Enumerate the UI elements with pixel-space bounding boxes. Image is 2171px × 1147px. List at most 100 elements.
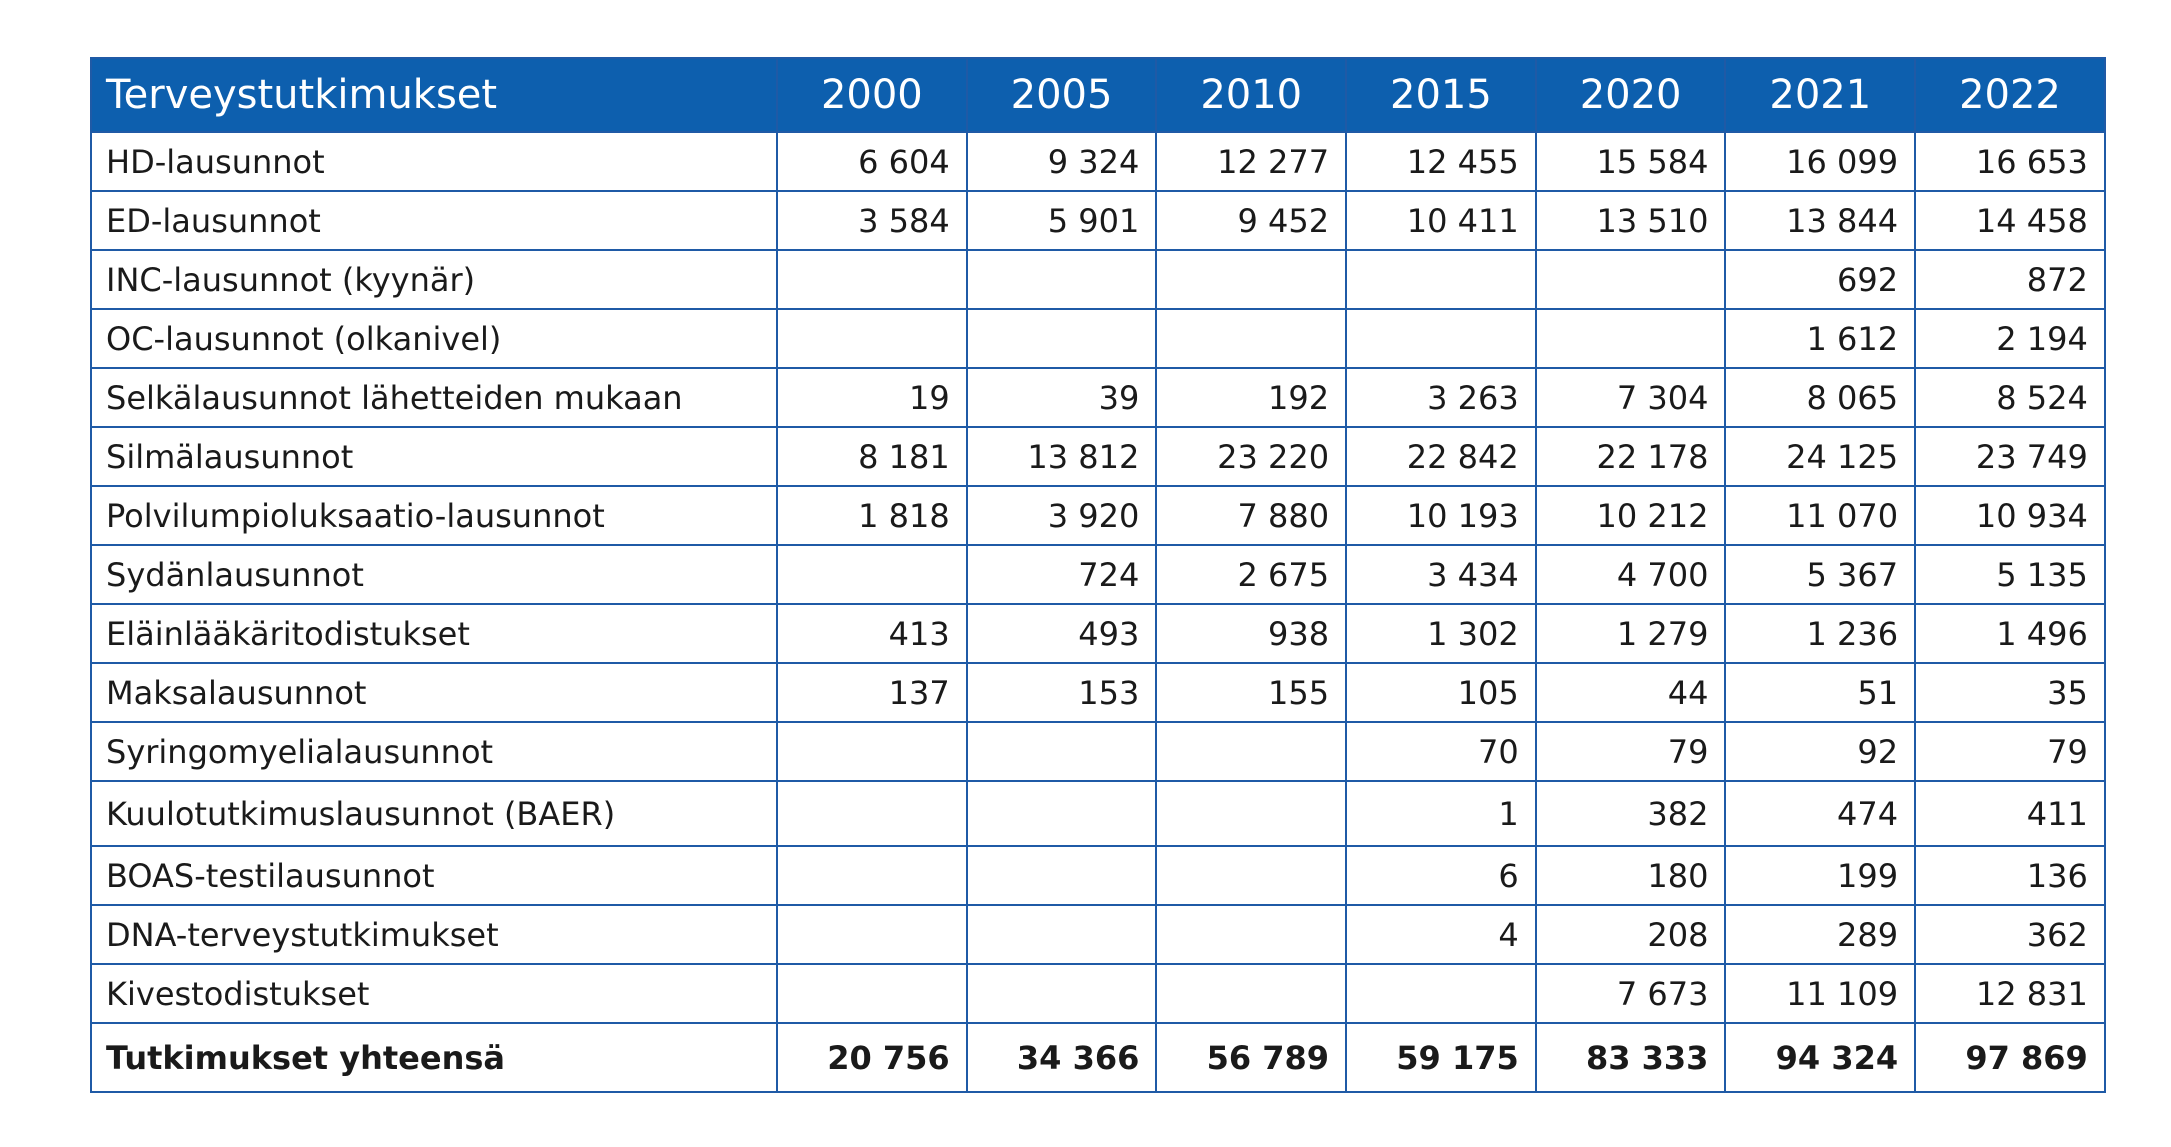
header-year-2000: 2000 [776,57,968,133]
cell-value: 13 844 [1724,190,1917,251]
cell-value: 4 700 [1534,544,1727,605]
cell-value: 724 [965,544,1158,605]
cell-value: 289 [1724,904,1917,965]
cell-value: 15 584 [1534,131,1727,192]
cell-value: 3 434 [1345,544,1537,605]
cell-value: 12 277 [1155,131,1348,192]
cell-value [1155,780,1348,847]
cell-value: 2 194 [1914,308,2106,369]
health-studies-table-container: Terveystutkimukset 2000 2005 2010 2015 2… [90,57,2106,1093]
health-studies-table: Terveystutkimukset 2000 2005 2010 2015 2… [90,57,2106,1093]
cell-value: 70 [1345,721,1537,782]
row-label: BOAS-testilausunnot [90,845,778,906]
cell-value: 105 [1345,662,1537,723]
cell-value: 199 [1724,845,1917,906]
cell-value: 7 880 [1155,485,1348,546]
table-row: HD-lausunnot 6 604 9 324 12 277 12 455 1… [90,131,2106,192]
row-label: Sydänlausunnot [90,544,778,605]
cell-value: 12 455 [1345,131,1537,192]
cell-value: 9 452 [1155,190,1348,251]
cell-value [776,308,968,369]
cell-value: 3 584 [776,190,968,251]
header-year-2010: 2010 [1155,57,1348,133]
cell-value: 7 304 [1534,367,1727,428]
table-row: DNA-terveystutkimukset 4 208 289 362 [90,904,2106,965]
table-row: Maksalausunnot 137 153 155 105 44 51 35 [90,662,2106,723]
cell-value: 12 831 [1914,963,2106,1024]
table-row: Silmälausunnot 8 181 13 812 23 220 22 84… [90,426,2106,487]
cell-value [1155,721,1348,782]
total-row: Tutkimukset yhteensä 20 756 34 366 56 78… [90,1022,2106,1093]
cell-value: 411 [1914,780,2106,847]
cell-value: 4 [1345,904,1537,965]
cell-value: 872 [1914,249,2106,310]
cell-value: 22 178 [1534,426,1727,487]
table-body: HD-lausunnot 6 604 9 324 12 277 12 455 1… [90,131,2106,1093]
cell-value [1345,308,1537,369]
header-year-2021: 2021 [1724,57,1917,133]
cell-value [965,249,1158,310]
cell-value [1534,308,1727,369]
header-year-2020: 2020 [1534,57,1727,133]
table-row: INC-lausunnot (kyynär) 692 872 [90,249,2106,310]
total-value: 59 175 [1345,1022,1537,1093]
total-value: 94 324 [1724,1022,1917,1093]
cell-value [776,249,968,310]
cell-value: 362 [1914,904,2106,965]
table-row: Syringomyelialausunnot 70 79 92 79 [90,721,2106,782]
cell-value: 10 212 [1534,485,1727,546]
cell-value: 22 842 [1345,426,1537,487]
table-row: BOAS-testilausunnot 6 180 199 136 [90,845,2106,906]
row-label: Maksalausunnot [90,662,778,723]
cell-value: 24 125 [1724,426,1917,487]
cell-value: 35 [1914,662,2106,723]
cell-value: 1 496 [1914,603,2106,664]
cell-value: 44 [1534,662,1727,723]
cell-value: 92 [1724,721,1917,782]
cell-value [965,780,1158,847]
cell-value: 8 524 [1914,367,2106,428]
cell-value [1155,845,1348,906]
cell-value [776,963,968,1024]
table-header: Terveystutkimukset 2000 2005 2010 2015 2… [90,57,2106,133]
row-label: INC-lausunnot (kyynär) [90,249,778,310]
cell-value: 493 [965,603,1158,664]
cell-value [776,845,968,906]
cell-value: 3 263 [1345,367,1537,428]
table-row: Polvilumpioluksaatio-lausunnot 1 818 3 9… [90,485,2106,546]
cell-value [1155,249,1348,310]
cell-value: 6 [1345,845,1537,906]
row-label: Syringomyelialausunnot [90,721,778,782]
cell-value: 51 [1724,662,1917,723]
cell-value: 137 [776,662,968,723]
cell-value [776,780,968,847]
cell-value [776,721,968,782]
cell-value: 6 604 [776,131,968,192]
table-row: ED-lausunnot 3 584 5 901 9 452 10 411 13… [90,190,2106,251]
cell-value [965,721,1158,782]
cell-value [965,963,1158,1024]
cell-value: 10 934 [1914,485,2106,546]
cell-value: 474 [1724,780,1917,847]
cell-value: 938 [1155,603,1348,664]
cell-value [1155,904,1348,965]
row-label: Eläinlääkäritodistukset [90,603,778,664]
cell-value: 16 653 [1914,131,2106,192]
cell-value: 413 [776,603,968,664]
cell-value: 39 [965,367,1158,428]
cell-value: 155 [1155,662,1348,723]
cell-value: 9 324 [965,131,1158,192]
cell-value: 14 458 [1914,190,2106,251]
cell-value [965,904,1158,965]
cell-value: 79 [1534,721,1727,782]
cell-value: 1 279 [1534,603,1727,664]
cell-value [965,308,1158,369]
row-label: ED-lausunnot [90,190,778,251]
cell-value: 692 [1724,249,1917,310]
cell-value: 3 920 [965,485,1158,546]
table-row: Sydänlausunnot 724 2 675 3 434 4 700 5 3… [90,544,2106,605]
cell-value [1155,963,1348,1024]
row-label: Kivestodistukset [90,963,778,1024]
header-year-2022: 2022 [1914,57,2106,133]
header-row: Terveystutkimukset 2000 2005 2010 2015 2… [90,57,2106,133]
